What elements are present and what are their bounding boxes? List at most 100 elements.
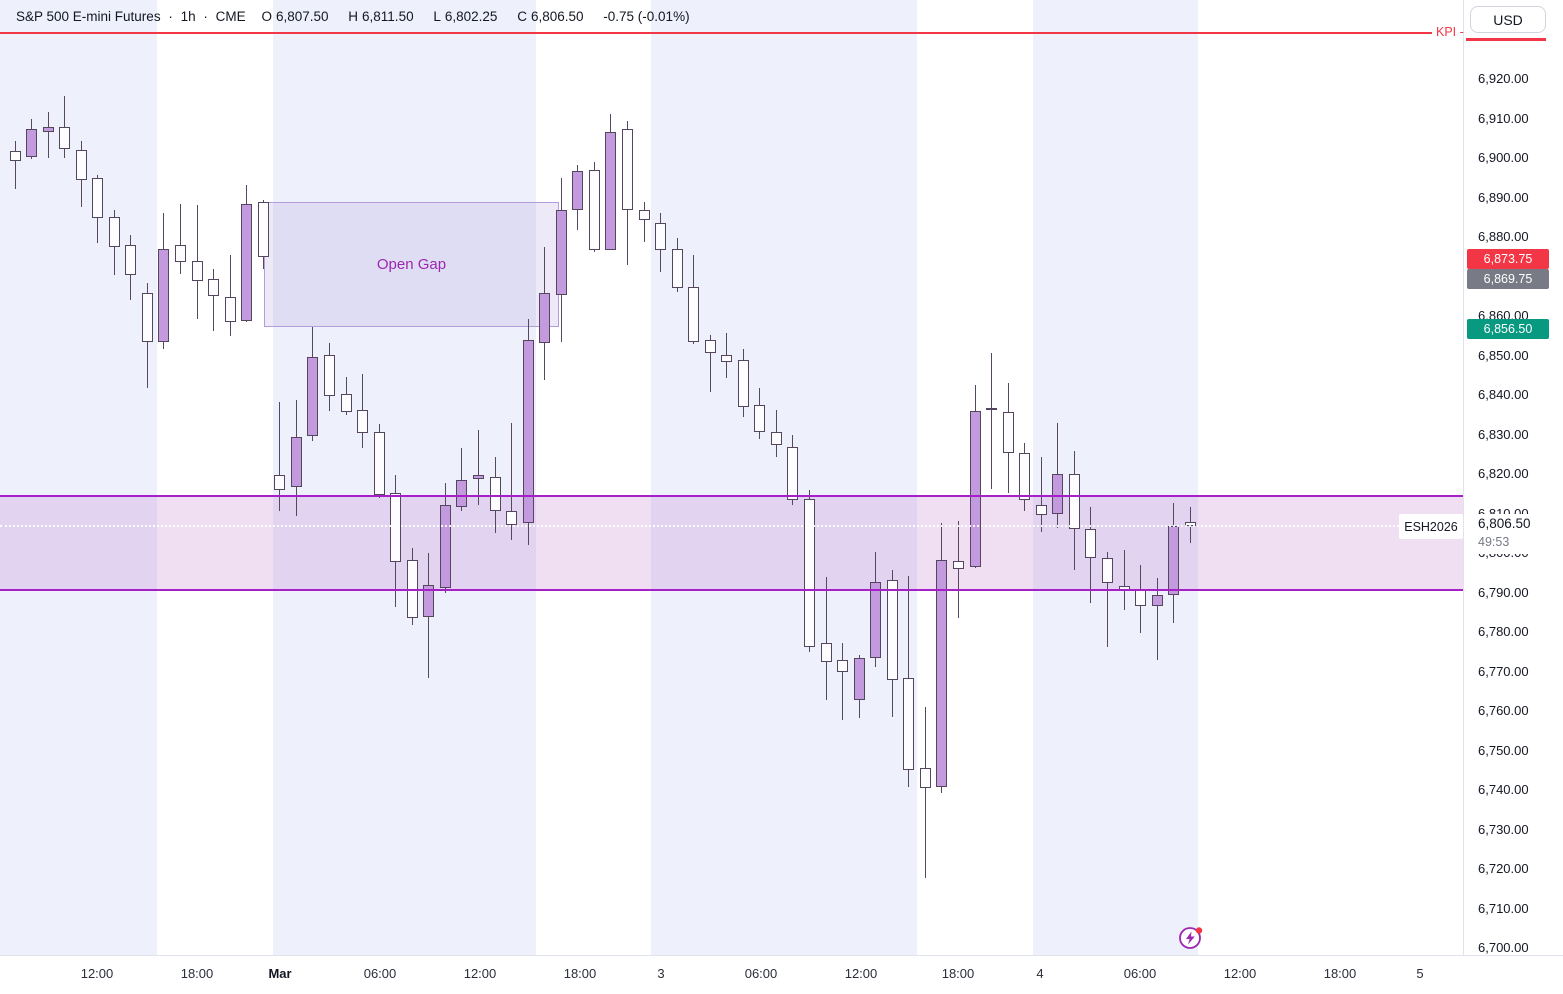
candle-body [357, 409, 369, 434]
candle-body [257, 202, 269, 257]
candle-body [936, 559, 948, 788]
candle-body [522, 339, 534, 524]
time-tick-label: 06:00 [363, 966, 397, 981]
contract-label[interactable]: ESH2026 [1399, 514, 1463, 540]
candle-wick [958, 521, 960, 619]
time-tick-label: 12:00 [463, 966, 497, 981]
price-tick-label: 6,750.00 [1478, 742, 1529, 758]
zone-band-top-border[interactable] [0, 494, 1463, 497]
candle-body [92, 177, 104, 219]
kpi-line-label[interactable]: KPI - [1436, 25, 1464, 39]
candle-body [175, 244, 187, 262]
candle-body [26, 129, 38, 157]
price-tick-label: 6,700.00 [1478, 940, 1529, 955]
candle-body [373, 431, 385, 495]
time-tick-label: 18:00 [563, 966, 597, 981]
candle-body [290, 437, 302, 487]
candle-body [655, 223, 667, 250]
time-tick-label: 12:00 [844, 966, 878, 981]
candle-body [820, 642, 832, 662]
candle-body [539, 293, 551, 343]
time-tick-label: 18:00 [1323, 966, 1357, 981]
candle-body [75, 150, 87, 180]
candle-body [224, 297, 236, 322]
candle-body [737, 360, 749, 407]
legend-separator: · [203, 9, 208, 24]
candle-body [1151, 595, 1163, 607]
candle-body [9, 151, 21, 161]
time-tick-label: 5 [1416, 966, 1424, 981]
time-tick-label: 12:00 [1223, 966, 1257, 981]
zone-band-bottom-border[interactable] [0, 588, 1463, 591]
low-value: L 6,802.25 [433, 9, 498, 24]
candle-wick [180, 204, 182, 274]
candle-body [241, 204, 253, 321]
candle-wick [1106, 552, 1108, 647]
price-axis[interactable]: 6,920.00 6,910.00 6,900.00 6,890.00 6,880.00… [1463, 0, 1563, 955]
price-level-badge: 6,856.50 [1467, 318, 1549, 339]
candle-wick [825, 576, 827, 701]
close-value: C 6,806.50 [517, 9, 584, 24]
currency-toggle-button[interactable]: USD [1470, 6, 1546, 33]
candle-body [754, 404, 766, 432]
candle-body [688, 287, 700, 342]
candle-body [472, 474, 484, 479]
candle-body [572, 170, 584, 211]
candle-body [456, 479, 468, 507]
candle-wick [924, 707, 926, 878]
symbol-legend[interactable]: S&P 500 E-mini Futures · 1h · CME O 6,807… [16, 9, 694, 24]
interval-label[interactable]: 1h [180, 9, 196, 24]
price-tick-label: 6,720.00 [1478, 861, 1529, 876]
candle-body [158, 248, 170, 342]
candle-body [340, 394, 352, 412]
time-axis[interactable]: 12:00 18:00 Mar 06:00 12:00 18:00 3 06:00 12:00 1… [0, 955, 1563, 994]
candle-body [307, 357, 319, 437]
candle-body [191, 260, 203, 282]
time-tick-label: 06:00 [744, 966, 778, 981]
current-price-value: 6,806.50 [1478, 516, 1531, 532]
price-tick-label: 6,710.00 [1478, 900, 1529, 916]
open-gap-box[interactable]: Open Gap [264, 202, 559, 327]
price-tick-label: 6,770.00 [1478, 663, 1529, 679]
candle-body [671, 248, 683, 289]
candle-body [125, 244, 137, 276]
candle-body [919, 768, 931, 788]
bar-countdown: 49:53 [1478, 535, 1510, 550]
kpi-line-axis-segment [1466, 38, 1546, 41]
time-tick-label: Mar [268, 966, 292, 981]
candle-body [208, 279, 220, 297]
price-tick-label: 6,740.00 [1478, 782, 1529, 797]
candle-body [903, 678, 915, 771]
candle-wick [709, 334, 711, 393]
candle-body [1002, 411, 1014, 454]
price-tick-label: 6,840.00 [1478, 387, 1529, 402]
price-tick-label: 6,900.00 [1478, 150, 1529, 165]
flash-boost-button[interactable] [1177, 924, 1205, 952]
candle-wick [511, 422, 513, 541]
kpi-horizontal-line[interactable] [0, 32, 1432, 34]
open-value: O 6,807.50 [261, 9, 329, 24]
candle-body [1085, 529, 1097, 558]
exchange-label: CME [215, 9, 246, 24]
candle-body [390, 492, 402, 562]
symbol-name[interactable]: S&P 500 E-mini Futures [16, 9, 161, 24]
candle-body [770, 431, 782, 446]
candle-body [953, 560, 965, 569]
price-tick-label: 6,920.00 [1478, 71, 1529, 86]
candle-body [787, 447, 799, 500]
candle-wick [461, 448, 463, 511]
open-gap-label[interactable]: Open Gap [376, 255, 447, 273]
candle-body [555, 210, 567, 296]
candle-body [1052, 473, 1064, 515]
candle-wick [477, 429, 479, 505]
candle-wick [64, 95, 66, 158]
price-zone-band[interactable] [0, 495, 1463, 590]
candle-body [506, 510, 518, 526]
current-price-line [0, 525, 1463, 528]
candle-body [804, 498, 816, 647]
price-tick-label: 6,910.00 [1478, 110, 1529, 126]
candle-body [986, 407, 998, 410]
price-tick-label: 6,730.00 [1478, 821, 1529, 837]
candle-body [638, 210, 650, 221]
